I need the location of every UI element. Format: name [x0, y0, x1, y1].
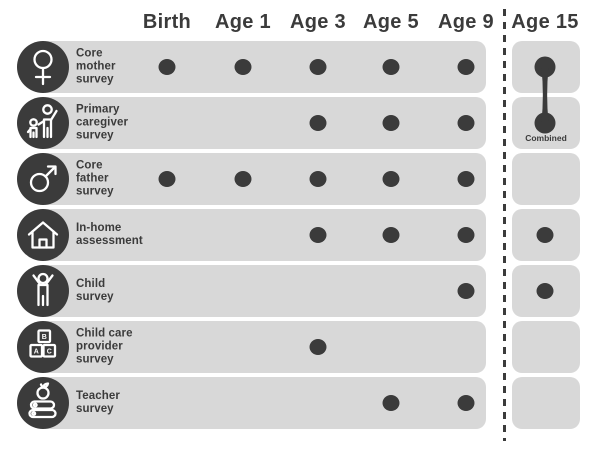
row-label: Core father survey	[76, 159, 114, 198]
dot-core-father-survey-age-5	[382, 171, 400, 187]
row-label: Core mother survey	[76, 47, 116, 86]
dot-primary-caregiver-survey-age-9	[457, 115, 475, 131]
row-icon-circle	[17, 41, 69, 93]
dot-core-father-survey-age-9	[457, 171, 475, 187]
row-icon-circle	[17, 97, 69, 149]
column-header-age-5: Age 5	[363, 11, 419, 33]
dot-child-survey-age-15	[536, 283, 554, 299]
svg-text:A: A	[34, 349, 39, 356]
row-background	[38, 209, 486, 261]
svg-text:B: B	[42, 334, 47, 341]
column-header-age-3: Age 3	[290, 11, 346, 33]
survey-row-child-survey: Child survey	[0, 265, 600, 317]
column-header-birth: Birth	[142, 11, 192, 33]
column-header-age-15: Age 15	[511, 11, 579, 33]
row-icon-circle	[17, 209, 69, 261]
dot-primary-caregiver-survey-age-3	[309, 115, 327, 131]
row-icon-circle: B A C	[17, 321, 69, 373]
row-label: Teacher survey	[76, 390, 120, 415]
survey-row-primary-caregiver-survey: Primary caregiver survey	[0, 97, 600, 149]
column-header-age-9: Age 9	[438, 11, 494, 33]
home-icon	[27, 221, 59, 249]
age15-section	[512, 321, 580, 373]
dot-core-mother-survey-age-9	[457, 59, 475, 75]
dot-child-care-provider-survey-age-3	[309, 339, 327, 355]
row-label: Primary caregiver survey	[76, 103, 129, 142]
dot-core-father-survey-age-1	[234, 171, 252, 187]
dot-core-mother-survey-birth	[158, 59, 176, 75]
age15-section	[512, 377, 580, 429]
row-icon-circle	[17, 377, 69, 429]
row-background	[38, 321, 486, 373]
dot-core-mother-survey-age-1	[234, 59, 252, 75]
child-icon	[32, 272, 54, 307]
svg-text:C: C	[47, 349, 52, 356]
dot-core-father-survey-birth	[158, 171, 176, 187]
row-label: Child care provider survey	[76, 327, 133, 366]
age15-divider-line	[503, 9, 506, 441]
row-background	[38, 265, 486, 317]
row-background	[38, 153, 486, 205]
row-label: Child survey	[76, 278, 114, 303]
dot-core-mother-survey-age-3	[309, 59, 327, 75]
row-background	[38, 377, 486, 429]
dot-teacher-survey-age-9	[457, 395, 475, 411]
apple-books-icon	[28, 382, 57, 419]
row-background	[38, 97, 486, 149]
dot-child-survey-age-9	[457, 283, 475, 299]
dot-in-home-assessment-age-5	[382, 227, 400, 243]
column-header-age-1: Age 1	[215, 11, 271, 33]
row-icon-circle	[17, 265, 69, 317]
survey-row-in-home-assessment: In-home assessment	[0, 209, 600, 261]
caregiver-icon	[26, 104, 58, 139]
dot-in-home-assessment-age-15	[536, 227, 554, 243]
dot-in-home-assessment-age-9	[457, 227, 475, 243]
survey-row-core-father-survey: Core father survey	[0, 153, 600, 205]
blocks-icon: B A C	[29, 329, 57, 358]
dot-core-mother-survey-age-5	[382, 59, 400, 75]
survey-row-core-mother-survey: Core mother survey	[0, 41, 600, 93]
dot-teacher-survey-age-5	[382, 395, 400, 411]
dot-primary-caregiver-survey-age-5	[382, 115, 400, 131]
combined-connector	[534, 56, 556, 134]
female-icon	[33, 49, 53, 86]
dot-core-father-survey-age-3	[309, 171, 327, 187]
row-icon-circle	[17, 153, 69, 205]
male-icon	[29, 165, 57, 193]
survey-row-teacher-survey: Teacher survey	[0, 377, 600, 429]
dot-in-home-assessment-age-3	[309, 227, 327, 243]
survey-row-child-care-provider-survey: B A C Child care provider survey	[0, 321, 600, 373]
age15-section	[512, 153, 580, 205]
combined-label: Combined	[525, 133, 567, 143]
row-label: In-home assessment	[76, 222, 143, 247]
row-background	[38, 41, 486, 93]
